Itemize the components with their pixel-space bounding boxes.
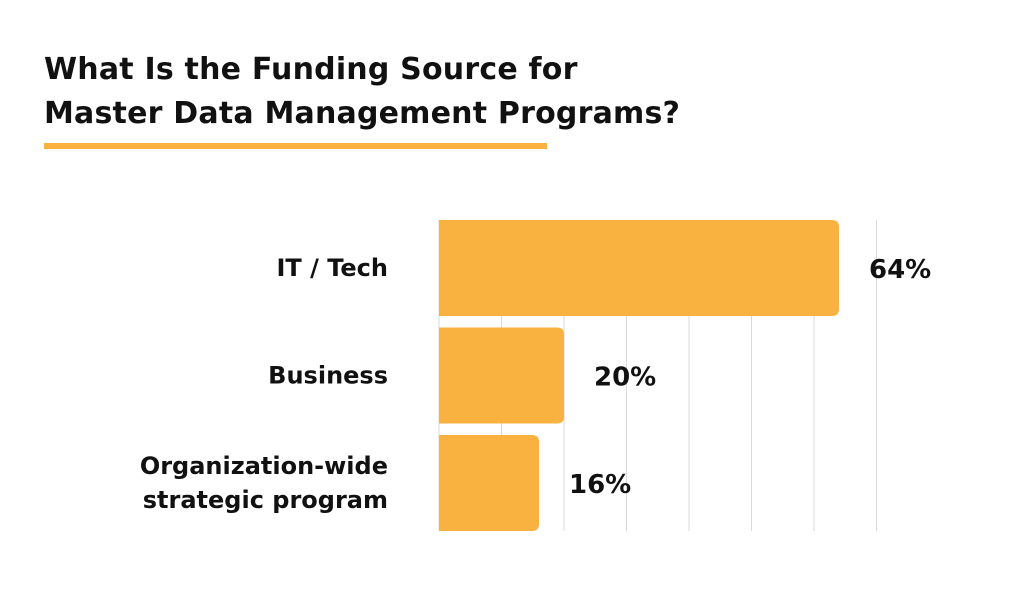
category-label: Business xyxy=(268,362,388,390)
bar xyxy=(439,327,564,424)
value-label: 64% xyxy=(869,255,931,285)
bar xyxy=(439,435,539,531)
title-underline xyxy=(44,143,547,149)
chart-title: What Is the Funding Source for Master Da… xyxy=(44,48,680,136)
chart-title-line-2: Master Data Management Programs? xyxy=(44,96,681,131)
value-label: 16% xyxy=(569,470,631,500)
bar xyxy=(439,220,839,316)
category-label: IT / Tech xyxy=(276,254,388,282)
category-label: Organization-wide strategic program xyxy=(140,452,388,514)
chart-title-line-1: What Is the Funding Source for xyxy=(44,52,578,87)
value-label: 20% xyxy=(594,363,656,393)
